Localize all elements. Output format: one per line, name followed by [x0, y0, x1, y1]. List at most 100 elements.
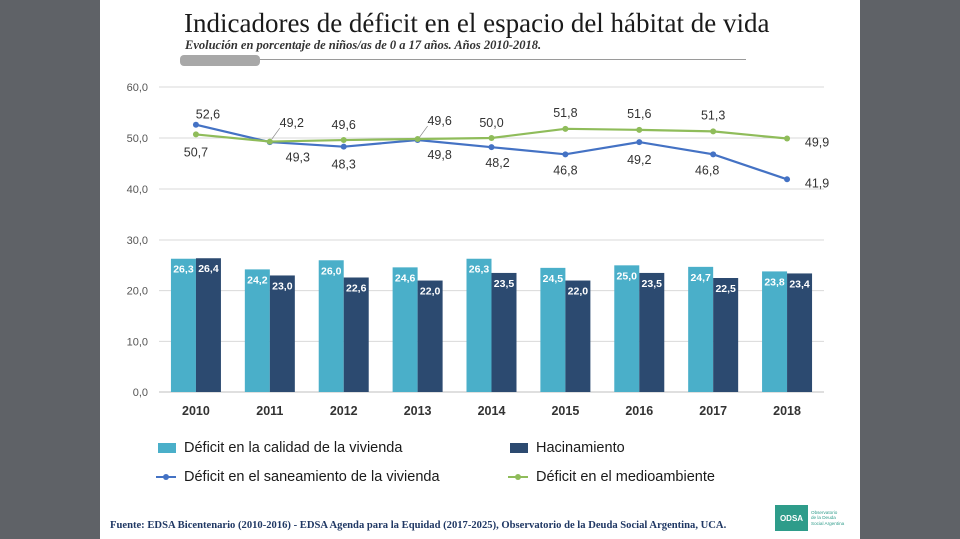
point-saneamiento	[562, 151, 569, 158]
data-label-medioambiente: 49,9	[805, 136, 829, 150]
bar-hacinamiento	[269, 275, 295, 392]
legend-saneamiento: Déficit en el saneamiento de la vivienda	[156, 469, 440, 485]
x-tick-label: 2018	[773, 404, 801, 418]
bar-label-calidad: 26,0	[321, 265, 342, 277]
chart-canvas: 40,0 50,0 60,0 52,6 49,2 48,3 49,6 48,2 46,8 49,2…	[127, 82, 830, 418]
bar-label-calidad: 23,8	[764, 276, 785, 288]
x-tick-label: 2014	[478, 404, 506, 418]
data-label-medioambiente: 51,6	[627, 107, 651, 121]
bar-hacinamiento	[417, 280, 443, 392]
data-label-saneamiento: 48,2	[485, 156, 509, 170]
x-tick-label: 2013	[404, 404, 432, 418]
point-medioambiente	[414, 136, 421, 143]
x-tick-label: 2016	[625, 404, 653, 418]
bar-hacinamiento	[713, 278, 739, 392]
bar-hacinamiento	[787, 273, 813, 392]
bar-label-calidad: 24,2	[247, 274, 268, 286]
point-medioambiente	[710, 128, 717, 135]
legend-label-calidad: Déficit en la calidad de la vivienda	[184, 440, 403, 456]
data-label-saneamiento: 49,2	[627, 153, 651, 167]
logo-text-line: de la Deuda	[811, 515, 836, 521]
y-tick-label: 10,0	[127, 336, 148, 348]
bar-label-hacinamiento: 23,5	[494, 278, 515, 290]
point-saneamiento	[192, 121, 199, 128]
logo-mark: ODSA	[775, 505, 808, 531]
bar-label-hacinamiento: 22,5	[715, 283, 736, 295]
point-medioambiente	[562, 125, 569, 132]
label-leader	[419, 125, 428, 138]
legend-swatch-hacinamiento	[510, 443, 528, 453]
point-medioambiente	[784, 135, 791, 142]
bar-label-calidad: 26,3	[469, 264, 490, 276]
bar-calidad	[614, 265, 640, 392]
bar-calidad	[318, 260, 344, 392]
bar-label-calidad: 24,6	[395, 272, 416, 284]
data-label-saneamiento: 41,9	[805, 176, 829, 190]
bar-hacinamiento	[491, 272, 517, 392]
data-label-saneamiento: 49,6	[427, 114, 451, 128]
y-tick-label: 0,0	[133, 387, 148, 399]
legend-label-medioambiente: Déficit en el medioambiente	[536, 469, 715, 485]
bar-label-hacinamiento: 23,5	[642, 278, 663, 290]
bar-calidad	[170, 258, 196, 392]
label-leader	[271, 127, 281, 140]
legend-calidad: Déficit en la calidad de la vivienda	[158, 440, 402, 456]
point-medioambiente	[636, 126, 643, 133]
legend-hacinamiento: Hacinamiento	[510, 440, 625, 456]
x-tick-label: 2017	[699, 404, 727, 418]
point-saneamiento	[710, 151, 717, 158]
data-label-saneamiento: 49,2	[280, 116, 304, 130]
data-label-medioambiente: 49,6	[332, 118, 356, 132]
bar-calidad	[244, 269, 270, 392]
bar-calidad	[392, 267, 418, 392]
bar-hacinamiento	[639, 272, 665, 392]
logo-text: Observatorio de la Deuda Social Argentin…	[811, 510, 849, 526]
bar-label-calidad: 26,3	[173, 264, 194, 276]
data-label-medioambiente: 51,3	[701, 108, 725, 122]
point-saneamiento	[636, 139, 643, 146]
data-label-saneamiento: 46,8	[553, 163, 577, 177]
legend-label-hacinamiento: Hacinamiento	[536, 440, 625, 456]
legend-medioambiente: Déficit en el medioambiente	[508, 469, 715, 485]
y-tick-label: 30,0	[127, 235, 148, 247]
bar-label-calidad: 25,0	[617, 270, 638, 282]
data-label-saneamiento: 52,6	[196, 108, 220, 122]
slide: Indicadores de déficit en el espacio del…	[100, 0, 860, 539]
legend-swatch-medioambiente	[508, 472, 528, 482]
point-medioambiente	[488, 135, 495, 141]
bar-calidad	[762, 271, 788, 392]
data-label-saneamiento: 46,8	[695, 163, 719, 177]
x-tick-label: 2011	[256, 404, 283, 418]
y-tick-label: 40,0	[127, 184, 148, 196]
bar-label-calidad: 24,7	[690, 272, 711, 284]
data-label-medioambiente: 50,0	[479, 116, 503, 130]
source-note: Fuente: EDSA Bicentenario (2010-2016) - …	[110, 520, 727, 531]
y-tick-label: 20,0	[127, 286, 148, 298]
legend-swatch-calidad	[158, 443, 176, 453]
bar-hacinamiento	[343, 277, 369, 392]
y-tick-label: 60,0	[127, 82, 148, 94]
bar-label-calidad: 24,5	[543, 273, 564, 285]
bar-label-hacinamiento: 23,0	[272, 280, 293, 292]
y-tick-label: 50,0	[127, 133, 148, 145]
bar-calidad	[688, 266, 714, 392]
data-label-saneamiento: 48,3	[332, 158, 356, 172]
data-label-medioambiente: 51,8	[553, 106, 577, 120]
bar-hacinamiento	[565, 280, 591, 392]
chart-subtitle: Evolución en porcentaje de niños/as de 0…	[185, 38, 542, 52]
point-medioambiente	[192, 131, 199, 138]
data-label-medioambiente: 49,3	[286, 151, 310, 165]
x-tick-label: 2015	[551, 404, 579, 418]
point-saneamiento	[488, 144, 495, 151]
bar-label-hacinamiento: 23,4	[789, 278, 810, 290]
point-saneamiento	[784, 176, 791, 183]
bar-calidad	[466, 258, 492, 392]
data-label-medioambiente: 50,7	[184, 145, 208, 159]
chart-title: Indicadores de déficit en el espacio del…	[184, 8, 770, 38]
bar-label-hacinamiento: 22,0	[568, 286, 589, 298]
x-tick-label: 2012	[330, 404, 358, 418]
data-label-medioambiente: 49,8	[427, 148, 451, 162]
scroll-handle[interactable]	[180, 55, 260, 66]
point-saneamiento	[340, 143, 347, 150]
odsa-logo: ODSA Observatorio de la Deuda Social Arg…	[775, 503, 850, 533]
